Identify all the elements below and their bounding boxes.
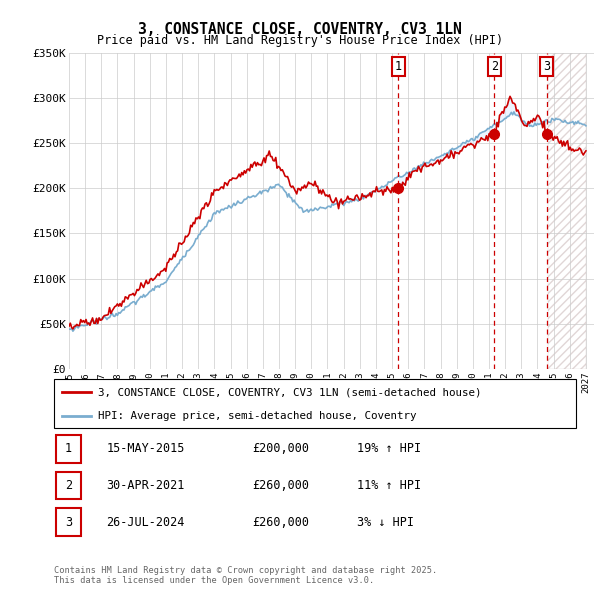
Text: 1: 1 — [65, 442, 72, 455]
FancyBboxPatch shape — [56, 435, 81, 463]
Text: 3, CONSTANCE CLOSE, COVENTRY, CV3 1LN (semi-detached house): 3, CONSTANCE CLOSE, COVENTRY, CV3 1LN (s… — [98, 388, 482, 398]
Text: £200,000: £200,000 — [253, 442, 310, 455]
Text: 11% ↑ HPI: 11% ↑ HPI — [357, 479, 421, 492]
Text: 15-MAY-2015: 15-MAY-2015 — [106, 442, 185, 455]
Text: Price paid vs. HM Land Registry's House Price Index (HPI): Price paid vs. HM Land Registry's House … — [97, 34, 503, 47]
Text: 2: 2 — [491, 60, 498, 73]
FancyBboxPatch shape — [56, 509, 81, 536]
Text: 26-JUL-2024: 26-JUL-2024 — [106, 516, 185, 529]
Text: HPI: Average price, semi-detached house, Coventry: HPI: Average price, semi-detached house,… — [98, 411, 417, 421]
Text: £260,000: £260,000 — [253, 516, 310, 529]
Text: 3: 3 — [65, 516, 72, 529]
FancyBboxPatch shape — [56, 472, 81, 499]
Text: 2: 2 — [65, 479, 72, 492]
Text: Contains HM Land Registry data © Crown copyright and database right 2025.
This d: Contains HM Land Registry data © Crown c… — [54, 566, 437, 585]
Text: 3, CONSTANCE CLOSE, COVENTRY, CV3 1LN: 3, CONSTANCE CLOSE, COVENTRY, CV3 1LN — [138, 22, 462, 37]
Text: 3: 3 — [543, 60, 550, 73]
Text: 1: 1 — [394, 60, 401, 73]
Text: 3% ↓ HPI: 3% ↓ HPI — [357, 516, 414, 529]
Text: 30-APR-2021: 30-APR-2021 — [106, 479, 185, 492]
Text: 19% ↑ HPI: 19% ↑ HPI — [357, 442, 421, 455]
Text: £260,000: £260,000 — [253, 479, 310, 492]
